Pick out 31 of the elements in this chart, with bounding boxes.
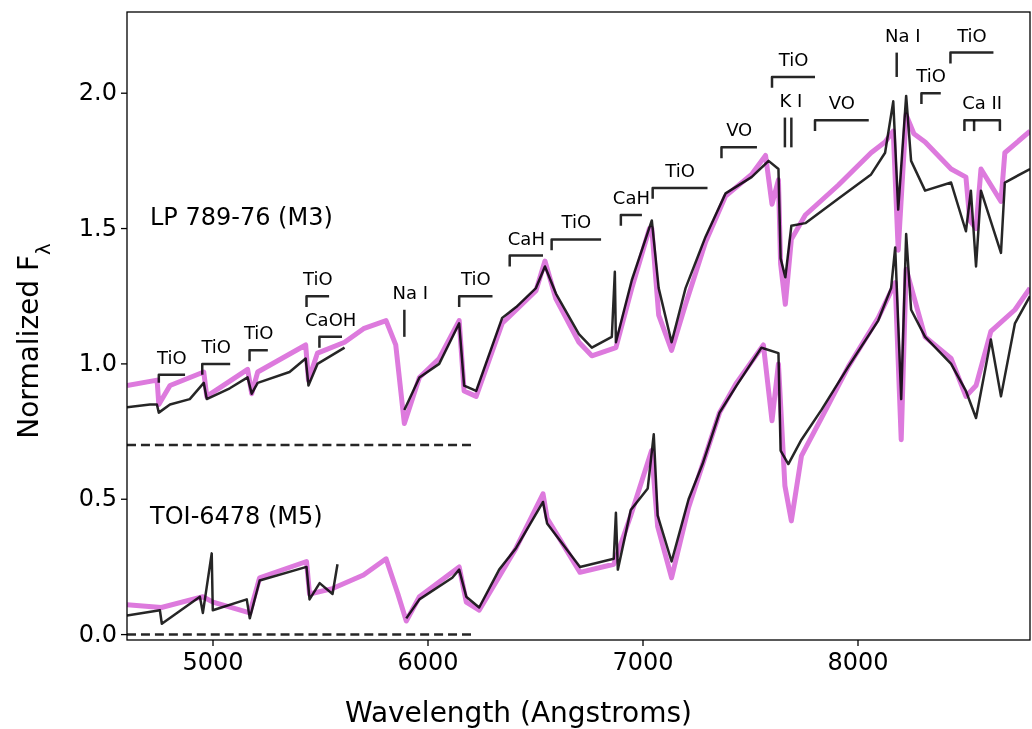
annotation: CaOH bbox=[305, 308, 357, 330]
y-tick-label: 0.5 bbox=[78, 484, 117, 513]
y-tick-label: 1.0 bbox=[78, 348, 117, 377]
x-tick-label: 6000 bbox=[397, 648, 459, 676]
x-tick-label: 5000 bbox=[182, 648, 244, 676]
x-axis-title: Wavelength (Angstroms) bbox=[345, 696, 692, 729]
y-tick-label: 0.0 bbox=[78, 619, 117, 648]
y-tick-label: 2.0 bbox=[78, 78, 117, 107]
annotation: TiO bbox=[242, 322, 274, 344]
annotation: TiO bbox=[664, 159, 695, 181]
annotation: TiO bbox=[560, 211, 592, 233]
annotation: TiO bbox=[460, 268, 491, 290]
annotation: K I bbox=[779, 89, 803, 111]
y-tick-label: 1.5 bbox=[78, 213, 117, 242]
annotation: TiO bbox=[302, 268, 333, 290]
annotation: Na I bbox=[392, 281, 429, 303]
annotation: VO bbox=[828, 92, 855, 114]
annotation: CaH bbox=[507, 227, 545, 249]
annotation: TOI-6478 (M5) bbox=[149, 502, 323, 530]
annotation: VO bbox=[726, 119, 753, 141]
annotation: TiO bbox=[777, 48, 809, 70]
x-tick-label: 7000 bbox=[612, 648, 674, 676]
annotation: TiO bbox=[200, 335, 232, 357]
x-tick-label: 8000 bbox=[827, 648, 889, 676]
annotation: CaH bbox=[612, 187, 650, 209]
annotation: TiO bbox=[156, 346, 187, 368]
annotation: TiO bbox=[915, 65, 946, 87]
annotation: Ca II bbox=[962, 92, 1003, 114]
annotation: TiO bbox=[956, 24, 987, 46]
annotation: Na I bbox=[884, 24, 921, 46]
annotation: LP 789-76 (M3) bbox=[150, 203, 333, 231]
